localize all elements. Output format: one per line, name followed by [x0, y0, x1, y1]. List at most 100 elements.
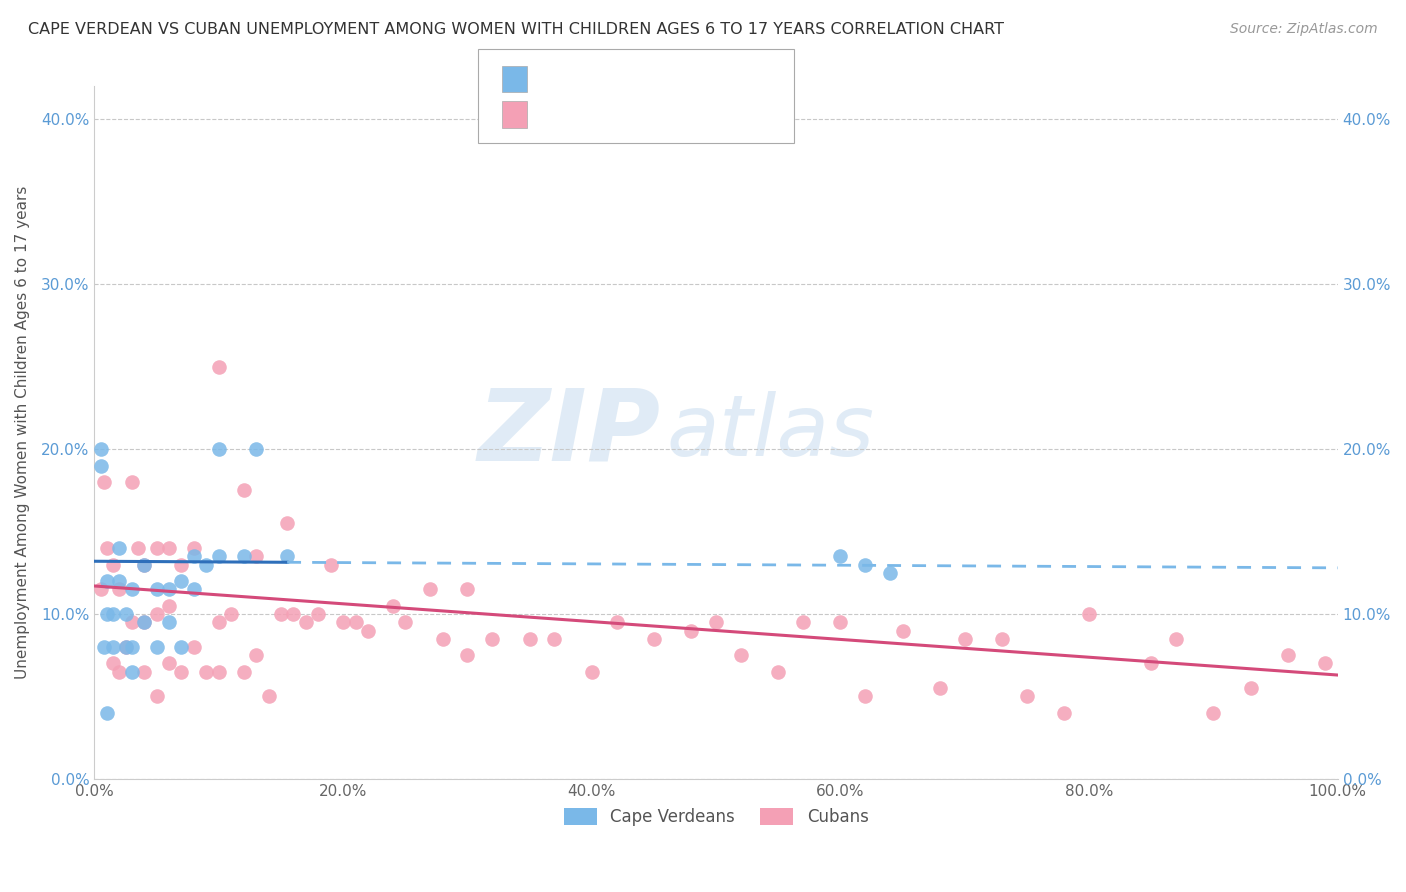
Text: -0.012: -0.012 [565, 70, 630, 88]
Point [101, 657, 124, 671]
Point [519, 632, 541, 646]
Point [208, 359, 231, 374]
Point [108, 574, 131, 588]
Point [183, 582, 205, 597]
Point [232, 549, 254, 564]
Point [170, 558, 193, 572]
Point [853, 690, 876, 704]
Point [1053, 706, 1076, 720]
Point [90, 458, 112, 473]
Point [381, 599, 404, 613]
Y-axis label: Unemployment Among Women with Children Ages 6 to 17 years: Unemployment Among Women with Children A… [15, 186, 30, 680]
Point [1202, 706, 1225, 720]
Text: CAPE VERDEAN VS CUBAN UNEMPLOYMENT AMONG WOMEN WITH CHILDREN AGES 6 TO 17 YEARS : CAPE VERDEAN VS CUBAN UNEMPLOYMENT AMONG… [28, 22, 1004, 37]
Text: N =: N = [623, 105, 675, 123]
Point [114, 640, 136, 654]
Point [96, 706, 118, 720]
Point [232, 665, 254, 679]
Point [208, 615, 231, 630]
Point [245, 442, 267, 457]
Point [681, 624, 703, 638]
Point [766, 665, 789, 679]
Point [170, 574, 193, 588]
Point [121, 582, 143, 597]
Point [419, 582, 441, 597]
Point [853, 558, 876, 572]
Point [245, 549, 267, 564]
Point [891, 624, 914, 638]
Point [319, 558, 342, 572]
Point [114, 607, 136, 621]
Point [195, 665, 218, 679]
Point [1315, 657, 1337, 671]
Point [121, 615, 143, 630]
Point [1277, 648, 1299, 663]
Point [1164, 632, 1187, 646]
Point [108, 582, 131, 597]
Text: N =: N = [623, 70, 675, 88]
Point [170, 665, 193, 679]
Point [114, 640, 136, 654]
Point [195, 558, 218, 572]
Point [208, 549, 231, 564]
Point [134, 615, 156, 630]
Point [257, 690, 280, 704]
Point [121, 665, 143, 679]
Point [332, 615, 354, 630]
Legend: Cape Verdeans, Cubans: Cape Verdeans, Cubans [557, 801, 875, 833]
Point [1239, 681, 1261, 696]
Point [108, 665, 131, 679]
Point [245, 648, 267, 663]
Point [879, 566, 901, 580]
Point [134, 558, 156, 572]
Point [183, 640, 205, 654]
Point [283, 607, 305, 621]
Point [134, 615, 156, 630]
Text: R =: R = [534, 70, 574, 88]
Point [134, 558, 156, 572]
Point [792, 615, 814, 630]
Point [456, 582, 478, 597]
Point [730, 648, 752, 663]
Point [108, 541, 131, 555]
Point [643, 632, 665, 646]
Point [307, 607, 329, 621]
Point [96, 574, 118, 588]
Point [101, 558, 124, 572]
Point [456, 648, 478, 663]
Point [96, 607, 118, 621]
Point [606, 615, 628, 630]
Point [145, 607, 167, 621]
Point [157, 599, 180, 613]
Point [157, 582, 180, 597]
Point [432, 632, 454, 646]
Point [295, 615, 318, 630]
Point [121, 640, 143, 654]
Point [344, 615, 367, 630]
Point [127, 541, 149, 555]
Text: Source: ZipAtlas.com: Source: ZipAtlas.com [1230, 22, 1378, 37]
Point [830, 615, 852, 630]
Point [481, 632, 503, 646]
Point [991, 632, 1014, 646]
Point [157, 657, 180, 671]
Point [90, 582, 112, 597]
Point [208, 442, 231, 457]
Point [183, 549, 205, 564]
Point [101, 607, 124, 621]
Point [276, 549, 298, 564]
Point [581, 665, 603, 679]
Point [1140, 657, 1163, 671]
Point [93, 640, 115, 654]
Point [270, 607, 292, 621]
Point [394, 615, 416, 630]
Point [145, 690, 167, 704]
Point [208, 665, 231, 679]
Point [219, 607, 242, 621]
Point [1078, 607, 1101, 621]
Point [157, 541, 180, 555]
Point [157, 615, 180, 630]
Point [96, 541, 118, 555]
Point [93, 475, 115, 489]
Point [1015, 690, 1038, 704]
